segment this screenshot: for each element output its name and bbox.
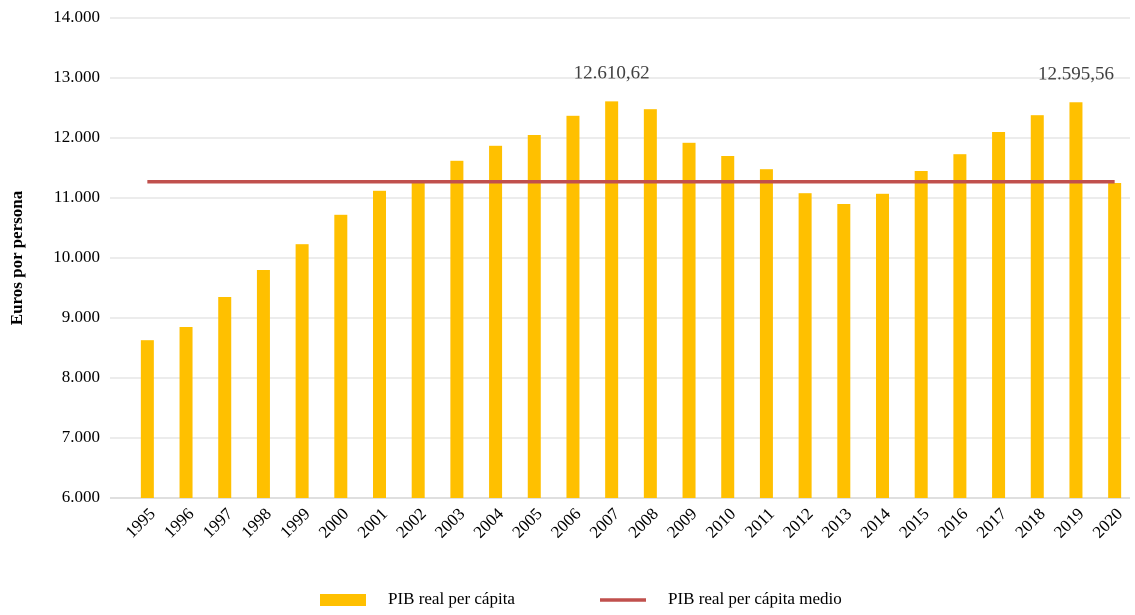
bar [721,156,735,498]
bar [837,204,851,498]
bar [373,190,386,499]
x-tick-label: 2015 [895,504,932,541]
x-tick-label: 2012 [779,504,816,541]
x-tick-label: 2003 [431,504,468,541]
bar [179,327,193,498]
x-tick-label: 2020 [1089,504,1126,541]
bar [992,132,1006,498]
bar [450,160,464,499]
x-tick-label: 2009 [663,504,700,541]
x-tick-label: 2005 [508,504,545,541]
bar [798,193,812,498]
y-tick-label: 8.000 [62,367,100,386]
y-tick-label: 10.000 [53,247,100,266]
bar [140,340,154,498]
x-tick-label: 2016 [934,504,971,541]
bar [759,169,773,498]
legend-swatch [320,594,366,606]
y-tick-label: 14.000 [53,7,100,26]
x-tick-label: 2017 [973,504,1011,542]
y-tick-label: 6.000 [62,487,100,506]
x-tick-label: 2008 [624,504,661,541]
x-tick-label: 2018 [1011,504,1048,541]
value-label: 12.595,56 [1038,64,1114,85]
x-tick-label: 1997 [199,504,237,542]
y-tick-label: 7.000 [62,427,100,446]
x-tick-label: 2014 [857,504,895,542]
x-tick-label: 2002 [392,504,429,541]
y-tick-label: 11.000 [54,187,100,206]
bar [256,270,270,498]
x-tick-label: 1998 [238,504,275,541]
bar [643,109,657,498]
y-tick-label: 9.000 [62,307,100,326]
bar [489,145,503,499]
x-tick-label: 2013 [818,504,855,541]
legend-label: PIB real per cápita medio [668,589,842,608]
bar [605,101,619,499]
y-tick-label: 12.000 [53,127,100,146]
x-tick-label: 1999 [276,504,313,541]
x-tick-label: 2000 [315,504,352,541]
x-tick-label: 2011 [741,504,778,541]
x-tick-label: 1995 [121,504,158,541]
y-axis-label: Euros por persona [7,190,26,325]
x-tick-label: 2010 [702,504,739,541]
bar [1108,183,1122,498]
bar [566,115,580,499]
bar [295,244,309,498]
legend-label: PIB real per cápita [388,589,515,608]
bar [914,171,928,498]
bar [334,214,348,499]
x-tick-label: 2019 [1050,504,1087,541]
y-tick-label: 13.000 [53,67,100,86]
value-label: 12.610,62 [574,63,650,84]
x-tick-label: 2001 [354,504,391,541]
bar [411,180,425,498]
bar [527,135,541,498]
bar [682,142,696,499]
bar [1069,102,1083,498]
bar [953,154,967,498]
bar [218,297,232,498]
x-tick-label: 2007 [586,504,624,542]
x-tick-label: 2004 [470,504,508,542]
x-tick-label: 1996 [160,504,197,541]
bar [876,193,889,499]
x-tick-label: 2006 [547,504,584,541]
bar [1030,115,1044,498]
